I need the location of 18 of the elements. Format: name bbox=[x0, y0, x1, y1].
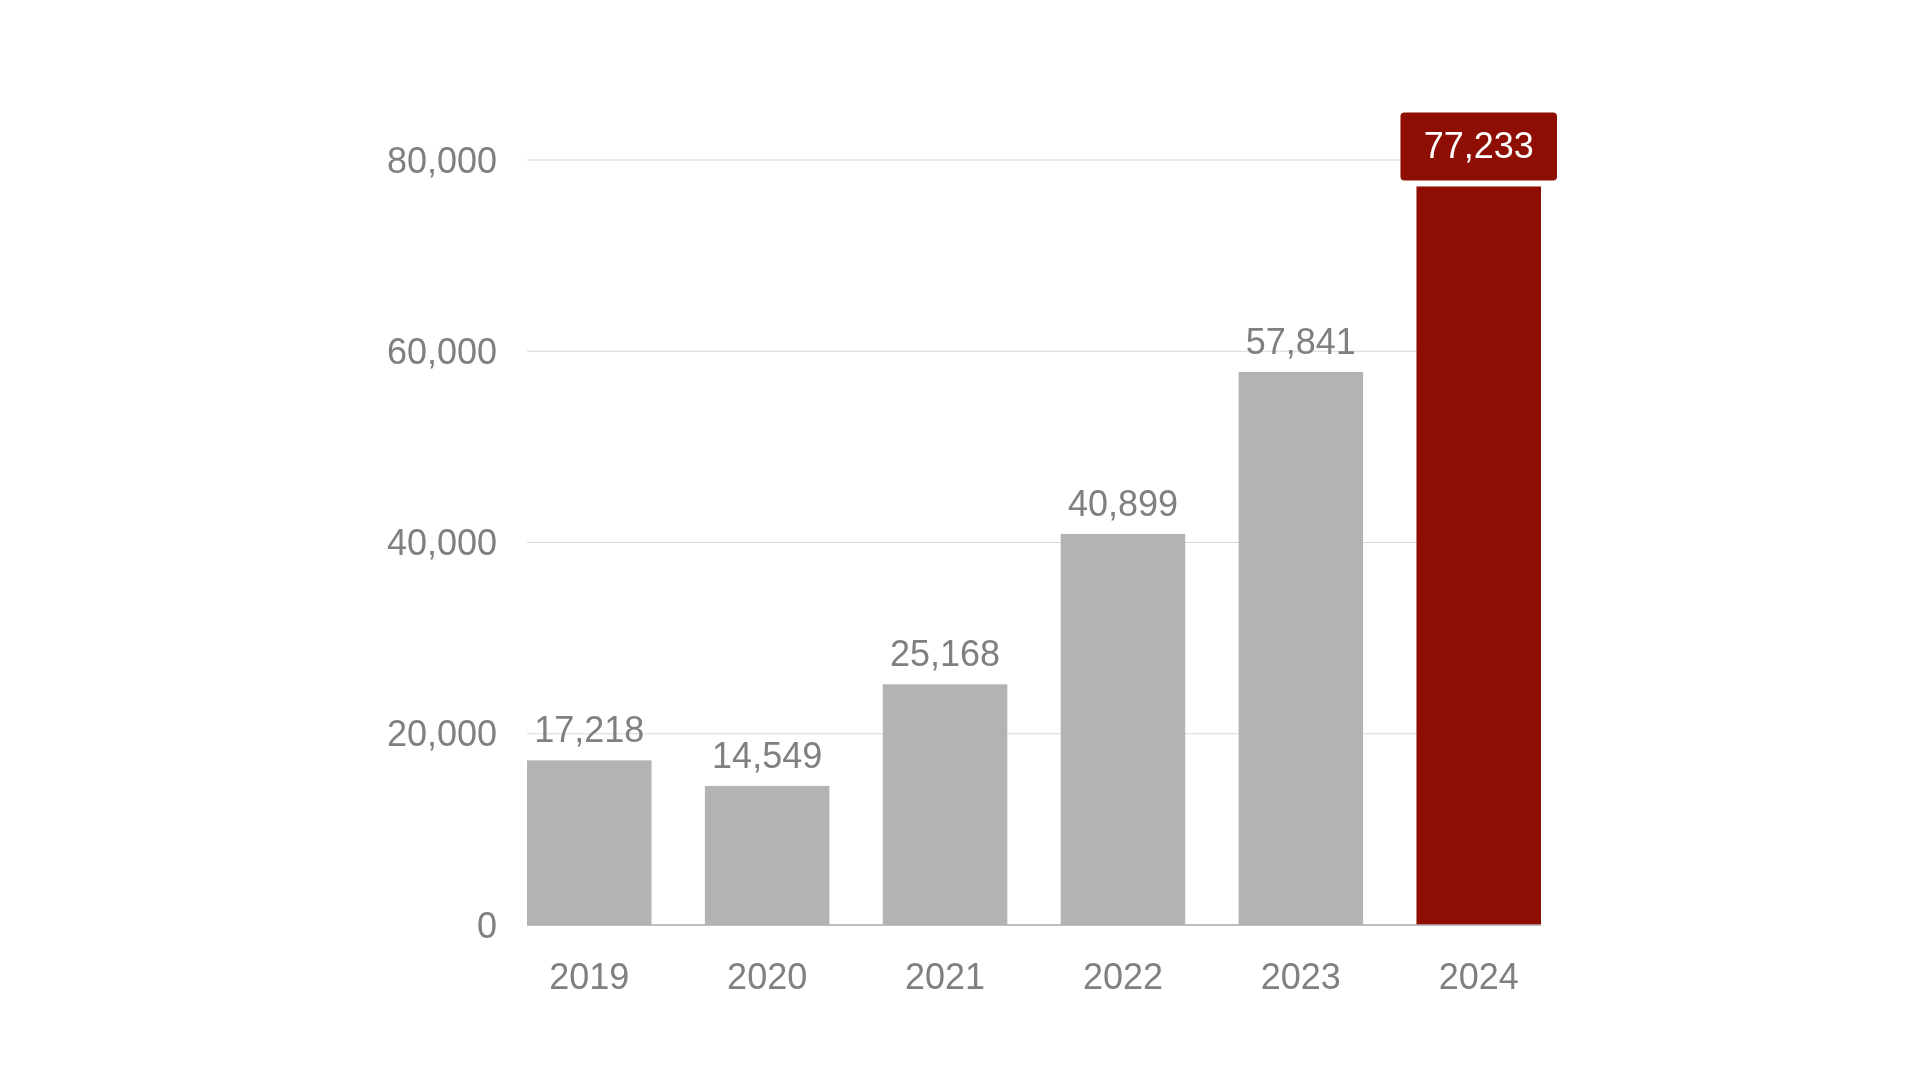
data-label: 57,841 bbox=[1245, 320, 1356, 362]
x-tick-label: 2021 bbox=[905, 956, 986, 997]
x-tick-label: 2024 bbox=[1438, 956, 1519, 997]
x-tick-label: 2019 bbox=[549, 956, 630, 997]
y-tick-label: 60,000 bbox=[386, 330, 497, 372]
bar bbox=[1416, 186, 1541, 925]
data-label: 40,899 bbox=[1067, 482, 1178, 524]
data-label: 77,233 bbox=[1423, 125, 1534, 167]
x-tick-label: 2023 bbox=[1260, 956, 1341, 997]
y-tick-label: 80,000 bbox=[386, 139, 497, 181]
data-label: 17,218 bbox=[534, 709, 645, 751]
x-tick-label: 2022 bbox=[1082, 956, 1163, 997]
y-tick-label: 20,000 bbox=[386, 713, 497, 755]
data-label: 14,549 bbox=[712, 734, 823, 776]
y-tick-label: 0 bbox=[476, 904, 497, 946]
data-label: 25,168 bbox=[890, 633, 1001, 675]
y-tick-label: 40,000 bbox=[386, 522, 497, 564]
x-tick-label: 2020 bbox=[727, 956, 808, 997]
